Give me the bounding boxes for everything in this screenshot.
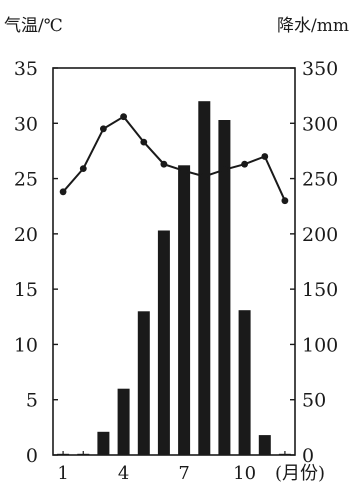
y-right-tick-label: 100 (302, 334, 338, 356)
temperature-point-9 (221, 166, 228, 174)
x-tick-label: 4 (118, 463, 129, 484)
precip-bar-3 (97, 431, 110, 455)
y-left-tick-label: 20 (14, 224, 38, 246)
y-left-tick-label: 10 (14, 334, 38, 356)
precip-bar-5 (137, 311, 150, 455)
temperature-point-4 (120, 113, 127, 121)
x-ticks: 1 4 7 10 (57, 451, 286, 484)
precip-bar-4 (117, 388, 130, 455)
y-right-tick-label: 350 (302, 58, 338, 80)
y-left-tick-label: 15 (14, 279, 38, 301)
temperature-point-6 (160, 160, 168, 168)
y-right-tick-label: 150 (302, 279, 338, 301)
precip-bar-10 (238, 310, 251, 455)
temperature-point-3 (100, 125, 107, 133)
temperature-point-10 (241, 160, 249, 168)
y-left-ticks: 0 5 10 15 20 25 30 35 (14, 58, 58, 467)
plot-frame (52, 67, 296, 456)
y-left-tick-label: 25 (14, 169, 38, 191)
temperature-point-11 (261, 153, 269, 160)
precipitation-bars (57, 101, 291, 456)
y-right-ticks: 0 50 100 150 200 250 300 350 (290, 58, 338, 467)
temperature-point-5 (140, 138, 148, 146)
temperature-point-12 (281, 197, 289, 205)
y-left-tick-label: 0 (26, 445, 38, 467)
precip-bar-6 (157, 230, 170, 455)
y-right-tick-label: 0 (302, 445, 314, 467)
temperature-point-8 (200, 173, 208, 180)
y-left-tick-label: 35 (14, 58, 38, 80)
y-left-tick-label: 30 (14, 113, 38, 135)
temperature-point-7 (180, 167, 188, 175)
temperature-point-2 (79, 165, 87, 173)
x-tick-label: 10 (233, 463, 256, 484)
temperature-point-1 (59, 188, 67, 196)
y-left-tick-label: 5 (26, 390, 38, 412)
temperature-line (59, 113, 289, 205)
x-tick-label: 1 (57, 463, 68, 484)
precip-bar-8 (198, 101, 211, 455)
x-axis-unit-label: (月份) (275, 463, 325, 484)
y-axis-right-label: 降水/mm (277, 16, 349, 36)
precip-bar-11 (258, 435, 271, 455)
plot-border (52, 67, 296, 456)
y-right-tick-label: 250 (302, 169, 338, 191)
x-tick-label: 7 (178, 463, 189, 484)
temperature-polyline (62, 115, 286, 202)
y-right-tick-label: 300 (302, 113, 338, 135)
precip-bar-7 (178, 165, 191, 456)
y-right-tick-label: 200 (302, 224, 338, 246)
y-axis-left-label: 气温/℃ (4, 16, 63, 36)
precip-bar-9 (218, 120, 231, 455)
y-right-tick-label: 50 (302, 390, 326, 412)
